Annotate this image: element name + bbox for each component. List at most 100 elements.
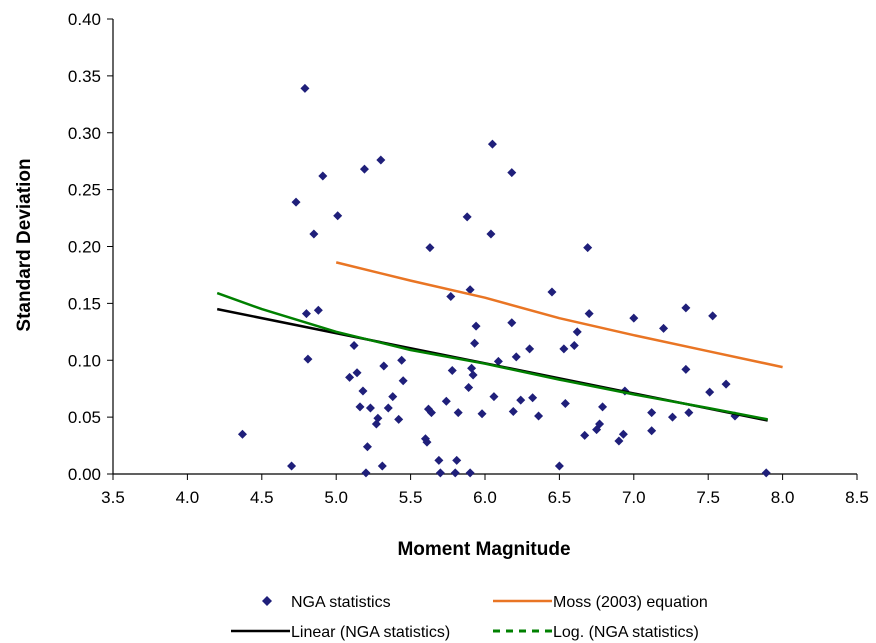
data-point bbox=[595, 419, 605, 429]
data-point bbox=[291, 197, 301, 207]
legend-label: Log. (NGA statistics) bbox=[553, 624, 699, 641]
x-tick-label: 4.0 bbox=[176, 488, 200, 507]
x-axis-title: Moment Magnitude bbox=[397, 539, 570, 560]
data-point bbox=[583, 243, 593, 253]
data-point bbox=[528, 393, 538, 403]
series-line bbox=[335, 261, 783, 369]
data-point bbox=[450, 468, 460, 478]
data-point bbox=[471, 321, 481, 331]
data-point bbox=[647, 408, 657, 418]
data-point bbox=[470, 338, 480, 348]
data-point bbox=[659, 323, 669, 333]
data-point bbox=[426, 408, 436, 418]
data-point bbox=[487, 139, 497, 149]
data-point bbox=[377, 461, 387, 471]
data-point bbox=[681, 364, 691, 374]
data-point bbox=[598, 402, 608, 412]
x-tick-label: 7.0 bbox=[622, 488, 646, 507]
plot-area bbox=[112, 19, 857, 478]
x-tick-label: 6.0 bbox=[473, 488, 497, 507]
data-point bbox=[486, 229, 496, 239]
data-point bbox=[618, 429, 628, 439]
data-point bbox=[547, 287, 557, 297]
legend-label: Linear (NGA statistics) bbox=[291, 624, 450, 641]
x-tick-label: 5.0 bbox=[324, 488, 348, 507]
data-point bbox=[534, 411, 544, 421]
data-point bbox=[560, 398, 570, 408]
data-point bbox=[355, 402, 365, 412]
data-point bbox=[237, 429, 247, 439]
legend: NGA statistics Moss (2003) equation Line… bbox=[231, 594, 708, 641]
x-tick-label: 6.5 bbox=[548, 488, 572, 507]
x-tick-label: 3.5 bbox=[101, 488, 125, 507]
data-point bbox=[301, 309, 311, 319]
data-point bbox=[361, 468, 371, 478]
legend-item-nga-statistics: NGA statistics bbox=[262, 594, 391, 611]
data-point bbox=[345, 372, 355, 382]
data-point bbox=[667, 412, 677, 422]
y-tick-label: 0.40 bbox=[68, 10, 101, 29]
data-point bbox=[681, 303, 691, 313]
data-point bbox=[629, 313, 639, 323]
data-point bbox=[462, 212, 472, 222]
data-point bbox=[721, 379, 731, 389]
y-axis-ticks: 0.00 0.05 0.10 0.15 0.20 0.25 0.30 0.35 0.40 bbox=[68, 10, 113, 484]
data-point bbox=[477, 409, 487, 419]
data-point bbox=[467, 363, 477, 373]
legend-item-linear-trend: Linear (NGA statistics) bbox=[231, 624, 450, 641]
x-tick-label: 5.5 bbox=[399, 488, 423, 507]
data-point bbox=[435, 468, 445, 478]
data-point bbox=[507, 168, 517, 178]
data-point bbox=[580, 430, 590, 440]
legend-item-moss-equation: Moss (2003) equation bbox=[493, 594, 708, 611]
data-point bbox=[441, 396, 451, 406]
data-point bbox=[287, 461, 297, 471]
y-tick-label: 0.05 bbox=[68, 408, 101, 427]
data-point bbox=[511, 352, 521, 362]
data-point bbox=[373, 413, 383, 423]
data-point bbox=[465, 468, 475, 478]
data-point bbox=[507, 318, 517, 328]
y-tick-label: 0.30 bbox=[68, 124, 101, 143]
data-point bbox=[572, 327, 582, 337]
y-tick-label: 0.15 bbox=[68, 294, 101, 313]
data-point bbox=[376, 155, 386, 165]
data-point bbox=[309, 229, 319, 239]
y-tick-label: 0.35 bbox=[68, 67, 101, 86]
data-point bbox=[559, 344, 569, 354]
data-point bbox=[708, 311, 718, 321]
series-2 bbox=[335, 261, 783, 369]
legend-item-log-trend: Log. (NGA statistics) bbox=[493, 624, 699, 641]
data-point bbox=[359, 164, 369, 174]
x-tick-label: 7.5 bbox=[696, 488, 720, 507]
x-tick-label: 4.5 bbox=[250, 488, 274, 507]
data-point bbox=[493, 356, 503, 366]
data-point bbox=[446, 292, 456, 302]
data-point bbox=[614, 436, 624, 446]
series-4 bbox=[216, 291, 768, 421]
data-point bbox=[422, 437, 432, 447]
data-point bbox=[452, 455, 462, 465]
data-point bbox=[300, 83, 310, 93]
y-tick-label: 0.20 bbox=[68, 238, 101, 257]
data-point bbox=[379, 361, 389, 371]
data-point bbox=[447, 365, 457, 375]
data-point bbox=[394, 414, 404, 424]
data-point bbox=[318, 171, 328, 181]
y-tick-label: 0.00 bbox=[68, 465, 101, 484]
data-point bbox=[453, 408, 463, 418]
data-point bbox=[333, 211, 343, 221]
data-point bbox=[358, 386, 368, 396]
data-point bbox=[313, 305, 323, 315]
series-1 bbox=[237, 83, 771, 478]
data-point bbox=[434, 455, 444, 465]
data-point bbox=[525, 344, 535, 354]
data-point bbox=[465, 285, 475, 295]
series-line bbox=[216, 291, 768, 421]
data-point bbox=[388, 392, 398, 402]
data-point bbox=[705, 387, 715, 397]
y-tick-label: 0.10 bbox=[68, 351, 101, 370]
data-point bbox=[554, 461, 564, 471]
data-point bbox=[352, 368, 362, 378]
